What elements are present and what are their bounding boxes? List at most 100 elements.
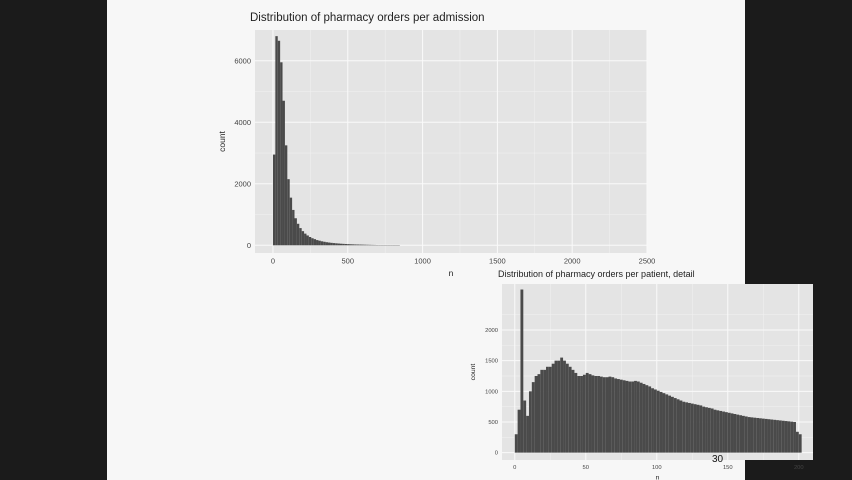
histogram-bar bbox=[359, 244, 362, 246]
chart-title: Distribution of pharmacy orders per pati… bbox=[498, 269, 695, 279]
histogram-bar bbox=[628, 381, 632, 453]
histogram-bar bbox=[790, 421, 794, 453]
histogram-bar bbox=[591, 375, 595, 453]
histogram-bar bbox=[537, 374, 541, 453]
histogram-bar bbox=[308, 237, 312, 246]
histogram-bar bbox=[330, 242, 333, 246]
histogram-bar bbox=[622, 380, 626, 453]
x-tick-label: 150 bbox=[723, 465, 733, 471]
histogram-bar bbox=[631, 381, 635, 453]
histogram-bar bbox=[540, 369, 544, 453]
y-tick-label: 6000 bbox=[234, 56, 251, 65]
page-number: 30 bbox=[712, 454, 724, 465]
histogram-bar bbox=[311, 238, 314, 246]
histogram-bar bbox=[284, 145, 288, 246]
histogram-bar bbox=[773, 419, 777, 453]
histogram-bar bbox=[693, 404, 697, 453]
histogram-bar bbox=[648, 386, 652, 453]
x-axis-title: n bbox=[656, 475, 660, 480]
histogram-bar bbox=[363, 244, 367, 246]
histogram-bar bbox=[347, 244, 350, 246]
histogram-bar bbox=[619, 379, 623, 453]
histogram-bar bbox=[784, 421, 788, 453]
histogram-bar bbox=[767, 419, 771, 453]
histogram-bar bbox=[534, 375, 538, 453]
x-axis-title: n bbox=[449, 268, 454, 278]
histogram-bar bbox=[548, 366, 552, 453]
histogram-bar bbox=[328, 242, 331, 246]
histogram-bar bbox=[287, 179, 290, 246]
histogram-bar bbox=[514, 434, 518, 453]
histogram-bar bbox=[761, 418, 765, 453]
histogram-bar bbox=[702, 406, 706, 453]
histogram-bar bbox=[546, 366, 549, 453]
histogram-bar bbox=[798, 434, 802, 453]
histogram-bar bbox=[778, 420, 782, 453]
histogram-bar bbox=[739, 415, 742, 453]
histogram-bar bbox=[651, 388, 654, 453]
histogram-bar bbox=[361, 244, 364, 246]
histogram-bar bbox=[679, 400, 683, 453]
x-tick-label: 50 bbox=[583, 465, 589, 471]
histogram-bar bbox=[642, 383, 646, 453]
histogram-bar bbox=[707, 407, 711, 453]
x-tick-label: 500 bbox=[342, 257, 355, 266]
histogram-bar bbox=[272, 154, 276, 246]
histogram-bar bbox=[665, 394, 669, 453]
histogram-bar bbox=[605, 377, 609, 453]
histogram-bar bbox=[741, 415, 745, 453]
x-tick-label: 1000 bbox=[414, 257, 431, 266]
histogram-bar bbox=[795, 431, 799, 453]
histogram-bar bbox=[325, 242, 329, 246]
histogram-bar bbox=[294, 218, 297, 246]
slide: Distribution of pharmacy orders per admi… bbox=[107, 0, 813, 480]
histogram-bar bbox=[753, 417, 757, 453]
y-axis-title: count bbox=[217, 130, 227, 151]
histogram-bar bbox=[299, 228, 302, 246]
x-tick-label: 0 bbox=[513, 465, 516, 471]
histogram-bar bbox=[351, 244, 355, 246]
histogram-bar bbox=[668, 395, 671, 453]
x-tick-label: 100 bbox=[652, 465, 662, 471]
histogram-bar bbox=[608, 376, 612, 453]
x-tick-label: 2500 bbox=[639, 257, 656, 266]
histogram-bar bbox=[722, 411, 725, 453]
histogram-bar bbox=[332, 243, 336, 246]
histogram-bar bbox=[705, 407, 708, 453]
histogram-bar bbox=[296, 223, 300, 246]
y-tick-label: 0 bbox=[495, 451, 498, 457]
histogram-bar bbox=[342, 243, 345, 246]
histogram-bar bbox=[277, 40, 281, 246]
histogram-bar bbox=[306, 235, 309, 246]
histogram-bar bbox=[531, 382, 535, 453]
histogram-bar bbox=[554, 360, 558, 453]
histogram-bar bbox=[733, 414, 737, 453]
histogram-bar bbox=[744, 416, 748, 453]
histogram-bar bbox=[719, 410, 723, 453]
histogram-bar bbox=[354, 244, 357, 246]
histogram-bar bbox=[304, 233, 307, 246]
histogram-bar bbox=[594, 375, 598, 453]
histogram-bar bbox=[764, 418, 768, 453]
histogram-bar bbox=[323, 241, 326, 246]
histogram-bar bbox=[344, 244, 348, 246]
y-tick-label: 0 bbox=[247, 241, 251, 250]
histogram-bar bbox=[520, 289, 524, 453]
histogram-bar bbox=[659, 391, 663, 453]
histogram-bar bbox=[682, 401, 686, 453]
histogram-bar bbox=[759, 418, 762, 453]
histogram-bar bbox=[756, 417, 760, 453]
histogram-bar bbox=[289, 197, 293, 246]
histogram-bar bbox=[565, 363, 569, 453]
histogram-bar bbox=[275, 36, 278, 246]
x-tick-label: 2000 bbox=[564, 257, 581, 266]
histogram-bar bbox=[781, 420, 785, 453]
histogram-bar bbox=[776, 420, 779, 453]
histogram-bar bbox=[602, 377, 606, 453]
histogram-bar bbox=[656, 390, 660, 453]
histogram-bar bbox=[588, 374, 592, 453]
histogram-bar bbox=[523, 400, 527, 453]
histogram-bar bbox=[577, 375, 581, 453]
histogram-bar bbox=[585, 372, 589, 453]
y-tick-label: 1000 bbox=[485, 389, 498, 395]
